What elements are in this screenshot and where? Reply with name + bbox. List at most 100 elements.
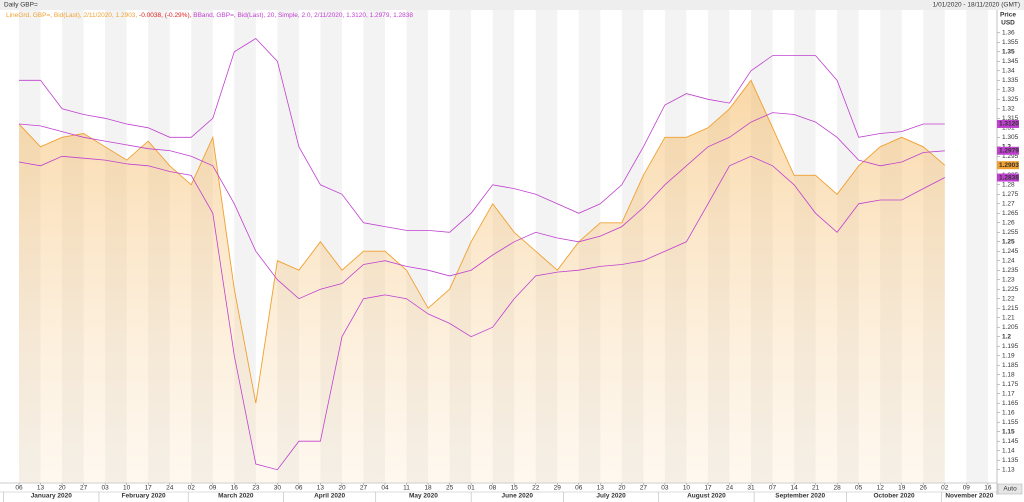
month-label: February 2020: [122, 493, 166, 500]
month-label: July 2020: [596, 493, 626, 500]
y-tick-label: 1.36: [1002, 30, 1015, 37]
last-value-label: 1.3120: [999, 121, 1019, 128]
x-tick-label: 27: [640, 485, 648, 492]
month-label: November 2020: [945, 493, 993, 500]
x-tick-label: 10: [683, 485, 691, 492]
x-tick-label: 03: [661, 485, 669, 492]
auto-label[interactable]: Auto: [1003, 486, 1017, 493]
last-value-tag: [997, 119, 1019, 128]
last-value-tag: [997, 146, 1019, 155]
y-tick-label: 1.14: [1002, 447, 1015, 454]
x-tick-label: 23: [252, 485, 260, 492]
y-tick-label: 1.25: [1002, 238, 1015, 245]
x-tick-label: 27: [360, 485, 368, 492]
x-tick-label: 14: [790, 485, 798, 492]
y-tick-label: 1.28: [1002, 181, 1015, 188]
y-tick-label: 1.21: [1002, 314, 1015, 321]
last-value-tag: [997, 173, 1019, 182]
x-tick-label: 28: [834, 485, 842, 492]
y-tick-label: 1.325: [1002, 96, 1019, 103]
y-tick-label: 1.19: [1002, 352, 1015, 359]
month-label: April 2020: [314, 493, 345, 500]
x-tick-label: 21: [812, 485, 820, 492]
y-tick-label: 1.305: [1002, 134, 1019, 141]
month-label: January 2020: [31, 493, 73, 500]
y-tick-label: 1.135: [1002, 457, 1019, 464]
auto-button[interactable]: [997, 483, 1023, 495]
x-tick-label: 06: [575, 485, 583, 492]
x-tick-label: 07: [769, 485, 777, 492]
x-tick-label: 20: [58, 485, 66, 492]
x-tick-label: 05: [855, 485, 863, 492]
x-tick-label: 17: [704, 485, 712, 492]
x-tick-label: 20: [618, 485, 626, 492]
y-tick-label: 1.17: [1002, 390, 1015, 397]
y-tick-label: 1.235: [1002, 267, 1019, 274]
legend-item: -0.0038, (-0.29%),: [139, 12, 193, 19]
y-tick-label: 1.15: [1002, 428, 1015, 435]
date-range: 1/01/2020 - 18/11/2020 (GMT): [933, 2, 1020, 9]
x-tick-label: 13: [37, 485, 45, 492]
y-tick-label: 1.23: [1002, 276, 1015, 283]
x-tick-label: 02: [941, 485, 949, 492]
y-tick-label: 1.295: [1002, 153, 1019, 160]
y-tick-label: 1.32: [1002, 105, 1015, 112]
y-tick-label: 1.16: [1002, 409, 1015, 416]
y-tick-label: 1.22: [1002, 295, 1015, 302]
y-tick-label: 1.205: [1002, 324, 1019, 331]
axis-title: Price: [1000, 12, 1016, 19]
week-stripe: [966, 10, 988, 483]
y-tick-label: 1.335: [1002, 77, 1019, 84]
chart-title: Daily GBP=: [4, 2, 38, 9]
x-tick-label: 26: [920, 485, 928, 492]
y-tick-label: 1.31: [1002, 124, 1015, 131]
x-tick-label: 13: [317, 485, 325, 492]
y-tick-label: 1.355: [1002, 39, 1019, 46]
x-tick-label: 12: [877, 485, 885, 492]
series-line: [19, 37, 945, 233]
x-tick-label: 25: [446, 485, 454, 492]
x-tick-label: 16: [984, 485, 992, 492]
last-value-tag: [997, 161, 1019, 170]
x-tick-label: 19: [898, 485, 906, 492]
x-tick-label: 02: [188, 485, 196, 492]
y-tick-label: 1.27: [1002, 200, 1015, 207]
x-tick-label: 17: [145, 485, 153, 492]
month-label: May 2020: [409, 493, 438, 500]
x-tick-label: 11: [403, 485, 410, 492]
x-tick-label: 27: [80, 485, 88, 492]
x-tick-label: 08: [489, 485, 497, 492]
x-tick-label: 03: [102, 485, 110, 492]
x-tick-label: 01: [468, 485, 476, 492]
y-tick-label: 1.155: [1002, 419, 1019, 426]
y-tick-label: 1.275: [1002, 191, 1019, 198]
series-line: [18, 155, 945, 471]
y-tick-label: 1.18: [1002, 371, 1015, 378]
x-tick-label: 20: [338, 485, 346, 492]
y-tick-label: 1.345: [1002, 58, 1019, 65]
y-tick-label: 1.33: [1002, 87, 1015, 94]
legend-item: BBand, GBP=, Bid(Last), 20, Simple, 2.0,…: [193, 12, 413, 19]
y-tick-label: 1.185: [1002, 362, 1019, 369]
month-label: August 2020: [687, 493, 726, 500]
series-line: [18, 112, 945, 300]
axis-unit: USD: [1001, 20, 1015, 27]
y-tick-label: 1.255: [1002, 229, 1019, 236]
x-tick-label: 29: [554, 485, 562, 492]
x-tick-label: 09: [963, 485, 971, 492]
last-value-label: 1.2903: [999, 162, 1019, 169]
title-bar: [0, 0, 1024, 10]
month-label: October 2020: [873, 493, 915, 500]
y-tick-label: 1.265: [1002, 210, 1019, 217]
y-tick-label: 1.24: [1002, 257, 1015, 264]
last-value-label: 1.2979: [999, 147, 1019, 154]
y-tick-label: 1.215: [1002, 305, 1019, 312]
x-tick-label: 09: [209, 485, 217, 492]
x-tick-label: 15: [511, 485, 519, 492]
y-tick-label: 1.26: [1002, 219, 1015, 226]
x-tick-label: 22: [532, 485, 540, 492]
legend-item: LineGrd, GBP=, Bid(Last), 2/11/2020, 1.2…: [6, 12, 139, 19]
month-label: September 2020: [775, 493, 825, 500]
